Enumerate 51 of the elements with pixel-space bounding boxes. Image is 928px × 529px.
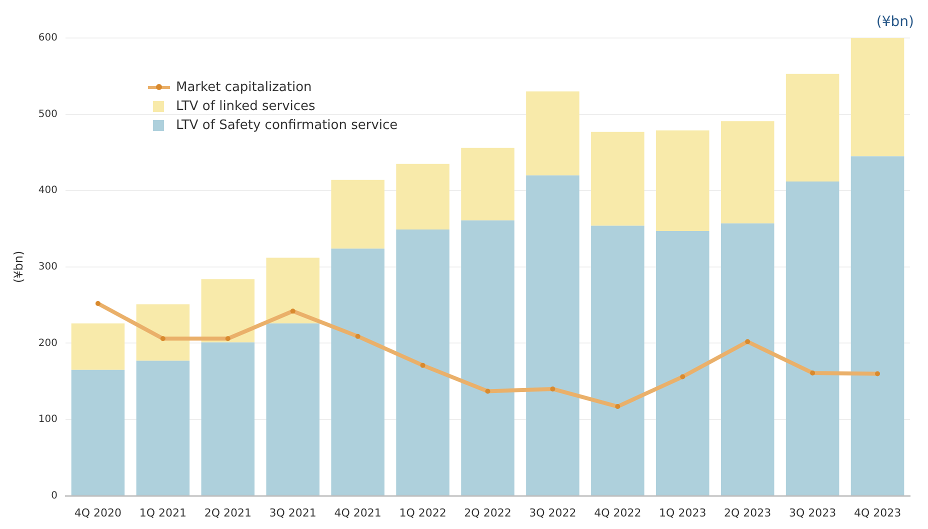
bar bbox=[396, 164, 450, 230]
bar bbox=[331, 248, 384, 496]
bar bbox=[720, 223, 774, 496]
bar bbox=[850, 156, 904, 496]
bar bbox=[201, 279, 255, 342]
bar bbox=[71, 370, 125, 496]
x-tick-label: 1Q 2022 bbox=[399, 506, 446, 520]
x-tick-label: 3Q 2022 bbox=[529, 506, 576, 520]
bar bbox=[331, 180, 384, 249]
x-tick-label: 2Q 2022 bbox=[464, 506, 512, 520]
y-tick-label: 500 bbox=[38, 108, 58, 120]
x-tick-label: 4Q 2022 bbox=[594, 506, 642, 520]
bar bbox=[656, 130, 710, 232]
bar bbox=[850, 38, 904, 156]
y-tick-label: 600 bbox=[38, 32, 58, 44]
bar bbox=[526, 91, 580, 176]
bar bbox=[720, 121, 774, 224]
x-tick-label: 1Q 2021 bbox=[139, 506, 187, 520]
legend-label: LTV of Safety confirmation service bbox=[176, 117, 398, 135]
bar bbox=[461, 220, 514, 496]
x-tick-label: 4Q 2021 bbox=[334, 506, 382, 520]
bar bbox=[591, 132, 644, 226]
bar bbox=[786, 181, 840, 496]
x-tick-label: 4Q 2023 bbox=[854, 506, 902, 520]
bar bbox=[266, 323, 320, 496]
y-tick-label: 200 bbox=[38, 338, 58, 349]
x-tick-label: 2Q 2023 bbox=[724, 506, 772, 520]
bar bbox=[656, 231, 710, 496]
x-tick-label: 3Q 2023 bbox=[788, 506, 836, 520]
x-tick-label: 3Q 2021 bbox=[269, 506, 316, 520]
bar bbox=[136, 360, 190, 496]
y-tick-label: 100 bbox=[38, 414, 58, 426]
bar bbox=[266, 258, 320, 324]
bar bbox=[461, 148, 514, 220]
bar bbox=[136, 304, 190, 361]
bar bbox=[786, 74, 840, 182]
text: (¥bn) bbox=[876, 14, 914, 30]
y-tick-label: 400 bbox=[38, 185, 58, 196]
bar bbox=[396, 230, 450, 496]
x-tick-label: 4Q 2020 bbox=[74, 506, 122, 520]
bar bbox=[526, 175, 580, 496]
legend-label: LTV of linked services bbox=[176, 98, 316, 116]
legend-label: Market capitalization bbox=[176, 79, 312, 97]
bar bbox=[71, 323, 125, 370]
bar bbox=[591, 226, 644, 496]
y-tick-label: 0 bbox=[51, 490, 58, 502]
x-tick-label: 2Q 2021 bbox=[204, 506, 252, 520]
x-tick-label: 1Q 2023 bbox=[659, 506, 706, 520]
y-tick-label: 300 bbox=[38, 261, 58, 272]
bar bbox=[201, 342, 255, 496]
y-axis-title: (¥bn) bbox=[11, 250, 26, 284]
